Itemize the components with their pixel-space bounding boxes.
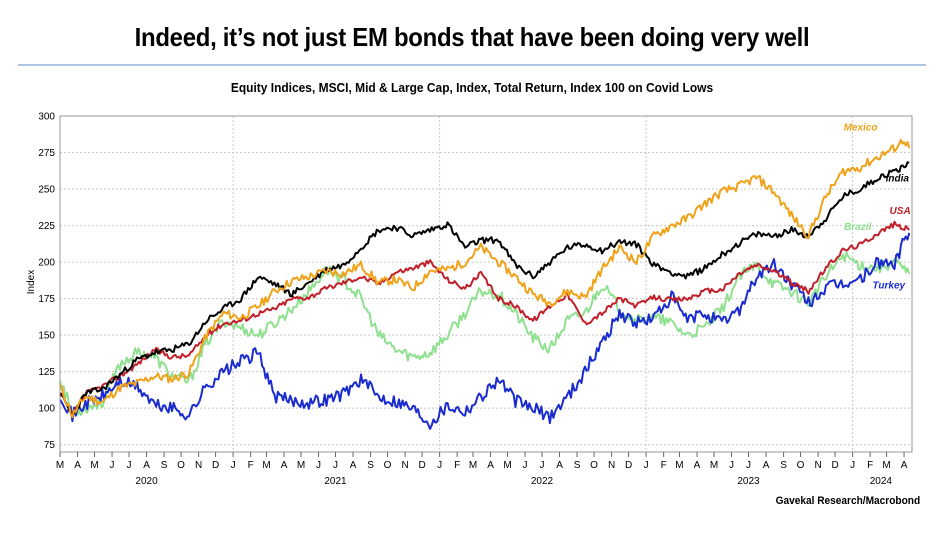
series-labels: Mexico India USA Brazil Turkey xyxy=(844,123,911,292)
x-tick-label: F xyxy=(454,460,460,471)
x-tick-label: O xyxy=(797,460,805,471)
x-tick-label: A xyxy=(74,460,81,471)
x-tick-label: A xyxy=(694,460,701,471)
chart-title: Equity Indices, MSCI, Mid & Large Cap, I… xyxy=(230,80,714,95)
x-tick-label: N xyxy=(608,460,615,471)
x-tick-label: M xyxy=(90,460,98,471)
x-tick-label: M xyxy=(882,460,890,471)
x-tick-label: S xyxy=(780,460,787,471)
y-tick-label: 200 xyxy=(38,258,55,269)
y-axis-label: Index xyxy=(26,270,37,294)
x-tick-label: D xyxy=(831,460,838,471)
y-tick-label: 250 xyxy=(38,185,55,196)
x-tick-label: M xyxy=(297,460,305,471)
y-tick-label: 225 xyxy=(38,221,55,232)
x-tick-label: N xyxy=(195,460,202,471)
x-tick-label: J xyxy=(746,460,751,471)
x-tick-label: A xyxy=(143,460,150,471)
y-tick-label: 125 xyxy=(38,367,55,378)
series-lines xyxy=(59,138,911,430)
x-tick-label: J xyxy=(540,460,545,471)
source-credit: Gavekal Research/Macrobond xyxy=(775,495,920,507)
x-year-label: 2024 xyxy=(870,476,893,487)
series-line-turkey xyxy=(59,232,911,430)
x-tick-label: O xyxy=(384,460,392,471)
series-label-india: India xyxy=(886,174,910,185)
x-tick-label: A xyxy=(350,460,357,471)
x-year-label: 2022 xyxy=(531,476,554,487)
x-tick-label: J xyxy=(523,460,528,471)
x-tick-label: O xyxy=(177,460,185,471)
x-tick-label: J xyxy=(437,460,442,471)
series-line-brazil xyxy=(59,251,911,417)
x-tick-label: M xyxy=(262,460,270,471)
x-tick-label: J xyxy=(127,460,132,471)
x-tick-label: A xyxy=(763,460,770,471)
gridlines xyxy=(60,115,912,452)
x-year-label: 2020 xyxy=(135,476,158,487)
x-tick-label: D xyxy=(212,460,219,471)
x-tick-label: D xyxy=(625,460,632,471)
x-tick-label: F xyxy=(248,460,254,471)
x-tick-label: A xyxy=(556,460,563,471)
x-tick-label: N xyxy=(401,460,408,471)
series-label-turkey: Turkey xyxy=(872,280,905,291)
title-divider xyxy=(18,64,926,66)
y-tick-label: 275 xyxy=(38,148,55,159)
x-tick-label: A xyxy=(281,460,288,471)
x-tick-label: J xyxy=(729,460,734,471)
y-tick-label: 175 xyxy=(38,294,55,305)
series-label-usa: USA xyxy=(890,206,911,217)
series-label-brazil: Brazil xyxy=(844,222,871,233)
plot-frame xyxy=(59,115,913,453)
x-tick-label: J xyxy=(110,460,115,471)
x-tick-label: M xyxy=(710,460,718,471)
x-tick-label: J xyxy=(316,460,321,471)
x-tick-label: S xyxy=(574,460,581,471)
x-tick-label: S xyxy=(367,460,374,471)
x-tick-label: A xyxy=(487,460,494,471)
x-tick-label: A xyxy=(901,460,908,471)
y-tick-label: 300 xyxy=(38,112,55,123)
x-tick-label: S xyxy=(161,460,168,471)
y-tick-label: 100 xyxy=(38,404,55,415)
series-line-usa xyxy=(59,220,910,416)
x-tick-label: M xyxy=(675,460,683,471)
series-line-india xyxy=(59,161,910,416)
x-year-label: 2021 xyxy=(324,476,347,487)
x-tick-label: J xyxy=(644,460,649,471)
x-tick-label: F xyxy=(867,460,873,471)
x-tick-label: M xyxy=(469,460,477,471)
series-line-mexico xyxy=(59,138,911,418)
x-tick-label: J xyxy=(333,460,338,471)
x-year-label: 2023 xyxy=(737,476,760,487)
x-tick-label: M xyxy=(56,460,64,471)
x-tick-label: F xyxy=(661,460,667,471)
x-tick-label: M xyxy=(503,460,511,471)
series-label-mexico: Mexico xyxy=(844,123,878,134)
x-tick-label: D xyxy=(418,460,425,471)
x-tick-label: J xyxy=(231,460,236,471)
y-tick-label: 75 xyxy=(44,440,56,451)
x-tick-label: O xyxy=(590,460,598,471)
x-tick-label: J xyxy=(850,460,855,471)
x-tick-label: N xyxy=(814,460,821,471)
y-tick-label: 150 xyxy=(38,331,55,342)
page-title: Indeed, it’s not just EM bonds that have… xyxy=(134,22,810,52)
